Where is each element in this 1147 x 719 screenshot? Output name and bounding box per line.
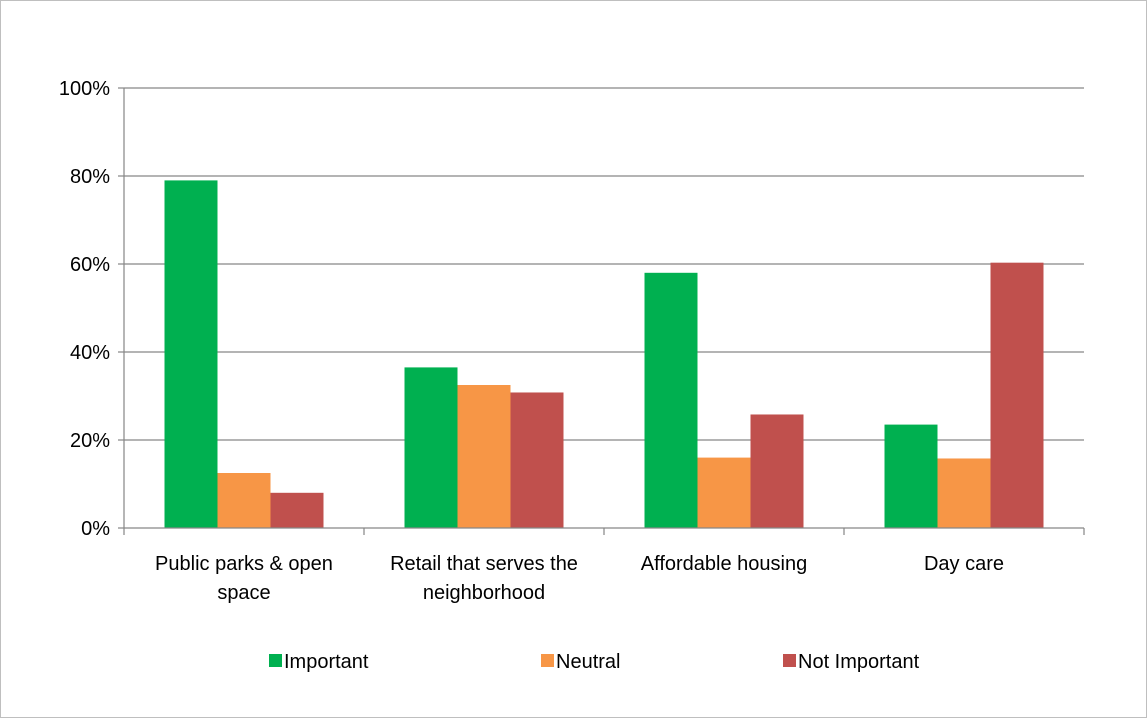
- bar-not-important: [270, 492, 324, 528]
- y-tick-label: 20%: [70, 430, 110, 452]
- bar-important: [404, 367, 458, 528]
- bar-neutral: [217, 473, 271, 528]
- x-category-label: neighborhood: [423, 582, 545, 604]
- bar-not-important: [510, 392, 564, 528]
- y-tick-label: 80%: [70, 166, 110, 188]
- legend-swatch: [269, 654, 282, 667]
- bar-neutral: [937, 458, 991, 528]
- y-tick-label: 100%: [59, 78, 110, 100]
- x-category-label: space: [217, 582, 270, 604]
- bar-neutral: [697, 457, 751, 528]
- x-category-label: Day care: [924, 553, 1004, 575]
- bar-important: [644, 272, 698, 528]
- y-tick-label: 40%: [70, 342, 110, 364]
- x-category-label: Affordable housing: [641, 553, 807, 575]
- legend-item-not-important: Not Important: [783, 651, 920, 673]
- axes: [123, 88, 1085, 535]
- x-category-label: Public parks & open: [155, 553, 333, 575]
- legend-swatch: [541, 654, 554, 667]
- legend-label: Important: [284, 651, 369, 673]
- bars: [164, 180, 1044, 528]
- bar-important: [164, 180, 218, 528]
- gridlines: [124, 87, 1084, 441]
- bar-neutral: [457, 385, 511, 528]
- legend-item-neutral: Neutral: [541, 651, 620, 673]
- legend-swatch: [783, 654, 796, 667]
- x-category-label: Retail that serves the: [390, 553, 578, 575]
- x-axis-labels: Public parks & open space Retail that serv…: [155, 553, 1004, 604]
- bar-not-important: [990, 262, 1044, 528]
- bar-important: [884, 424, 938, 528]
- y-tick-label: 60%: [70, 254, 110, 276]
- y-tick-label: 0%: [81, 518, 110, 540]
- legend: Important Neutral Not Important: [269, 651, 920, 673]
- legend-label: Not Important: [798, 651, 920, 673]
- y-axis-ticks: 0% 20% 40% 60% 80% 100%: [59, 78, 124, 540]
- bar-not-important: [750, 414, 804, 528]
- legend-label: Neutral: [556, 651, 620, 673]
- legend-item-important: Important: [269, 651, 369, 673]
